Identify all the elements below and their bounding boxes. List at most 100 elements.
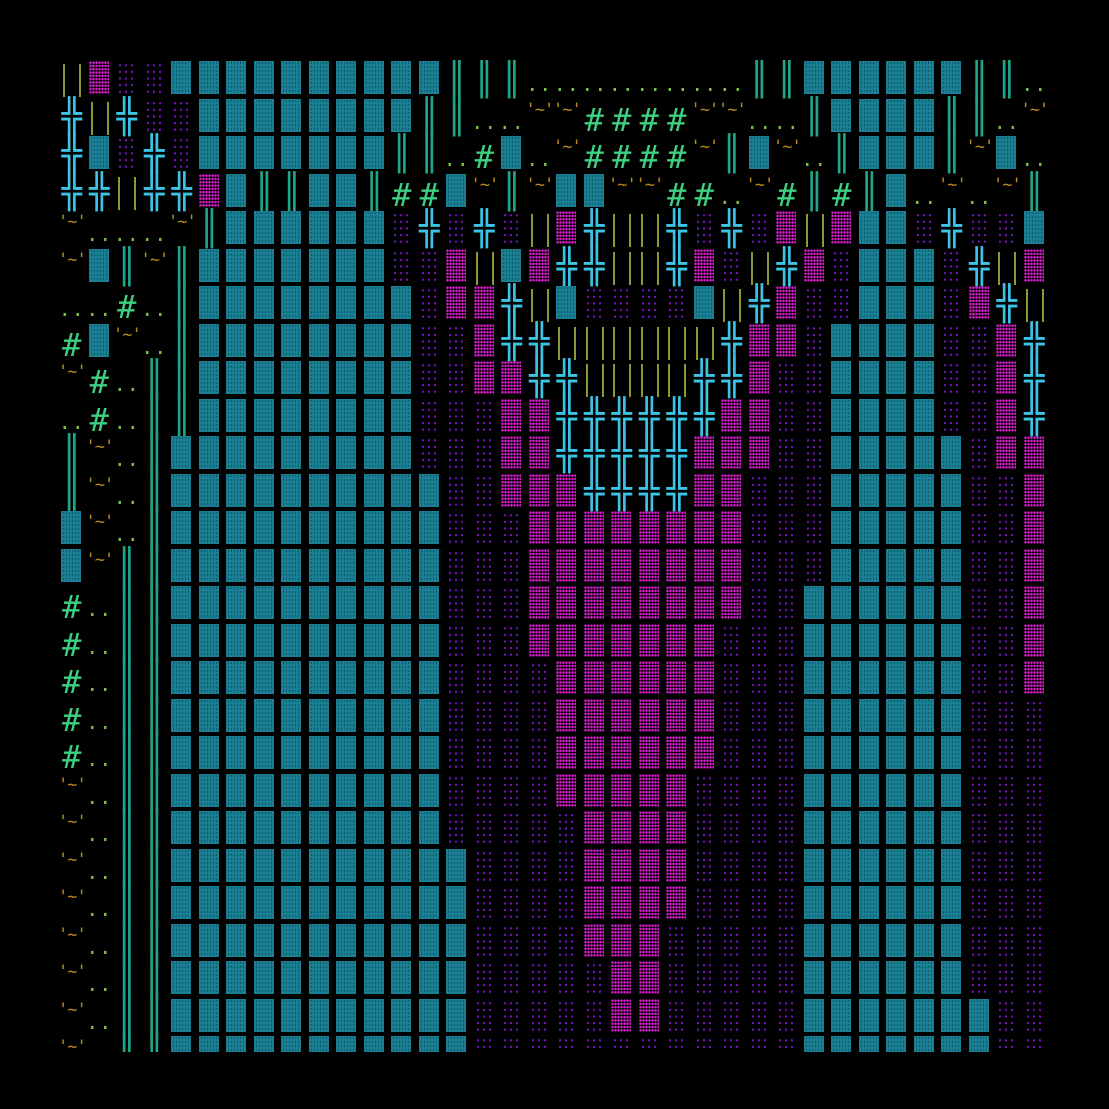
- dense-shade-cell: [828, 810, 856, 848]
- dense-shade-cell: [361, 135, 389, 173]
- hash-cell: #: [663, 135, 691, 173]
- dense-shade-cell: [938, 548, 966, 586]
- shade-glyph: [198, 586, 219, 619]
- pipe-line: [1025, 289, 1028, 322]
- dots-cell: ..: [636, 60, 664, 98]
- shade-glyph: [666, 736, 686, 769]
- dense-shade-cell: [333, 548, 361, 586]
- dense-shade-cell: [801, 623, 829, 661]
- shade-glyph: [391, 998, 411, 1032]
- shade-glyph: [418, 248, 439, 282]
- dense-shade-cell: [911, 660, 939, 698]
- shade-glyph: [226, 61, 246, 94]
- medium-shade-cell: [773, 285, 801, 323]
- dense-shade-cell: [223, 173, 251, 211]
- medium-shade-cell: [663, 885, 691, 923]
- shade-glyph: [501, 698, 521, 732]
- shade-glyph: [308, 136, 329, 169]
- shade-glyph: [281, 773, 301, 807]
- medium-shade-cell: [663, 810, 691, 848]
- shade-glyph: [858, 998, 879, 1032]
- light-shade-cell: [471, 1035, 499, 1052]
- medium-shade-cell: [718, 398, 746, 436]
- double-bar-cell: ║: [113, 998, 141, 1036]
- double-bar-cell: ║: [141, 548, 169, 586]
- shade-glyph: [363, 736, 384, 769]
- shade-glyph: [831, 1036, 851, 1052]
- light-shade-cell: [608, 1035, 636, 1052]
- glyph: ╬: [996, 284, 1017, 324]
- double-bar-cell: ║: [471, 60, 499, 98]
- shade-glyph: [611, 923, 631, 957]
- dense-shade-cell: [168, 1035, 196, 1052]
- dense-shade-cell: [938, 923, 966, 961]
- shade-glyph: [666, 661, 686, 694]
- dense-shade-cell: [196, 773, 224, 811]
- dots-cell: ..: [1021, 135, 1049, 173]
- glyph: ╬: [694, 396, 715, 437]
- shade-glyph: [1023, 661, 1044, 694]
- dense-shade-cell: [388, 323, 416, 361]
- shade-glyph: [803, 586, 824, 619]
- dense-shade-cell: [416, 60, 444, 98]
- glyph: #: [392, 175, 412, 214]
- light-shade-cell: [801, 510, 829, 548]
- double-cross-cell: ╬: [553, 398, 581, 436]
- glyph: '~': [58, 812, 87, 832]
- shade-glyph: [198, 698, 219, 732]
- shade-glyph: [748, 886, 769, 919]
- dense-shade-cell: [416, 623, 444, 661]
- shade-glyph: [1023, 923, 1044, 957]
- glyph: ║: [804, 171, 825, 212]
- light-shade-cell: [416, 360, 444, 398]
- shade-glyph: [281, 998, 301, 1032]
- shade-glyph: [693, 773, 714, 807]
- glyph: ║: [144, 996, 165, 1037]
- medium-shade-cell: [608, 548, 636, 586]
- shade-glyph: [968, 698, 989, 732]
- shade-glyph: [803, 848, 824, 882]
- pipe-cell: [113, 173, 141, 211]
- light-shade-cell: [526, 923, 554, 961]
- shade-glyph: [941, 286, 961, 319]
- dense-shade-cell: [911, 960, 939, 998]
- dense-shade-cell: [388, 810, 416, 848]
- glyph: ╬: [89, 171, 110, 212]
- glyph: '~': [718, 99, 747, 120]
- hash-cell: #: [581, 98, 609, 136]
- double-bar-cell: ║: [498, 173, 526, 211]
- shade-glyph: [858, 961, 879, 994]
- double-cross-cell: ╬: [526, 360, 554, 398]
- shade-glyph: [666, 848, 686, 882]
- dense-shade-cell: [168, 548, 196, 586]
- shade-glyph: [996, 1036, 1016, 1052]
- dense-shade-cell: [168, 923, 196, 961]
- medium-shade-cell: [636, 960, 664, 998]
- shade-glyph: [528, 848, 549, 882]
- dense-shade-cell: [361, 360, 389, 398]
- double-cross-cell: ╬: [581, 398, 609, 436]
- light-shade-cell: [746, 548, 774, 586]
- glyph: #: [667, 138, 687, 176]
- dense-shade-cell: [223, 773, 251, 811]
- double-cross-cell: ╬: [1021, 323, 1049, 361]
- shade-glyph: [776, 998, 796, 1032]
- shade-glyph: [941, 323, 961, 357]
- shade-glyph: [528, 473, 549, 507]
- shade-glyph: [913, 848, 934, 882]
- shade-glyph: [336, 548, 356, 582]
- shade-glyph: [611, 548, 631, 582]
- hash-cell: #: [86, 360, 114, 398]
- shade-glyph: [501, 548, 521, 582]
- dense-shade-cell: [333, 323, 361, 361]
- shade-glyph: [336, 773, 356, 807]
- shade-glyph: [556, 886, 576, 919]
- dense-shade-cell: [306, 623, 334, 661]
- dense-shade-cell: [746, 135, 774, 173]
- shade-glyph: [721, 961, 741, 994]
- light-shade-cell: [691, 1035, 719, 1052]
- shade-glyph: [611, 961, 631, 994]
- shade-glyph: [886, 323, 906, 357]
- light-shade-cell: [773, 773, 801, 811]
- shade-glyph: [913, 1036, 934, 1052]
